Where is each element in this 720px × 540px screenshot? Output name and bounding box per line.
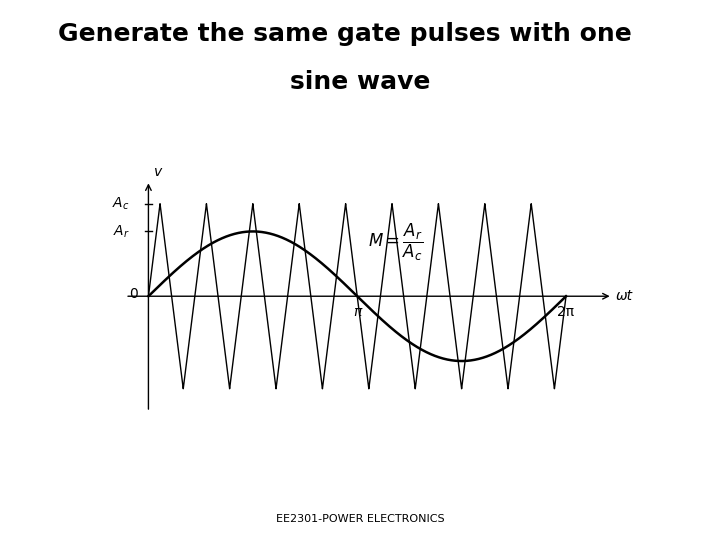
Text: ωt: ωt	[616, 289, 633, 303]
Text: v: v	[154, 165, 162, 179]
Text: 2π: 2π	[557, 306, 575, 320]
Text: Generate the same gate pulses with one: Generate the same gate pulses with one	[58, 22, 631, 45]
Text: 0: 0	[130, 287, 138, 301]
Text: π: π	[353, 306, 361, 320]
Text: $M = \dfrac{A_r}{A_c}$: $M = \dfrac{A_r}{A_c}$	[368, 222, 423, 263]
Text: $A_r$: $A_r$	[113, 223, 130, 240]
Text: EE2301-POWER ELECTRONICS: EE2301-POWER ELECTRONICS	[276, 514, 444, 524]
Text: $A_c$: $A_c$	[112, 195, 130, 212]
Text: sine wave: sine wave	[290, 70, 430, 94]
